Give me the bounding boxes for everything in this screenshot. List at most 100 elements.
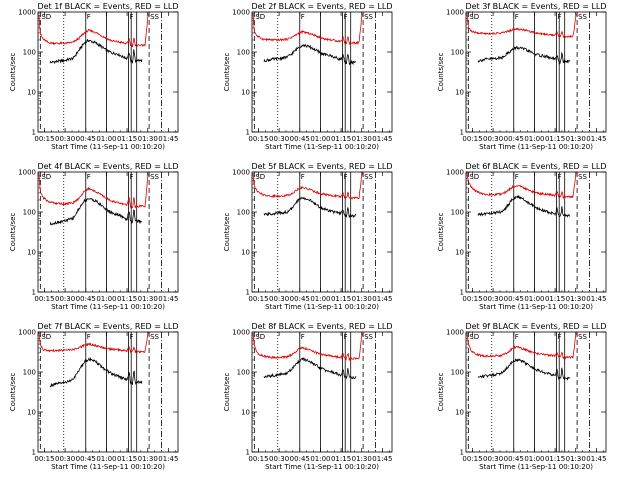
flag-label: SS bbox=[578, 13, 587, 21]
flag-label: F bbox=[129, 333, 133, 341]
panel-title: Det 6f BLACK = Events, RED = LLD bbox=[465, 162, 606, 171]
y-tick-label: 100 bbox=[451, 49, 464, 57]
x-tick-label: 01:30 bbox=[138, 295, 158, 303]
flag-label: SS bbox=[150, 173, 159, 181]
y-tick-label: 1000 bbox=[446, 169, 464, 177]
panel-title: Det 3f BLACK = Events, RED = LLD bbox=[465, 2, 606, 11]
x-tick-label: 01:15 bbox=[117, 135, 137, 143]
x-tick-label: 00:45 bbox=[504, 135, 524, 143]
y-tick-label: 10 bbox=[455, 89, 464, 97]
events-series-line bbox=[263, 357, 357, 380]
y-tick-label: 100 bbox=[23, 49, 36, 57]
x-tick-label: 00:45 bbox=[76, 135, 96, 143]
y-axis-label: Counts/sec bbox=[9, 53, 17, 92]
flag-label: SS bbox=[364, 333, 373, 341]
x-tick-label: 01:15 bbox=[545, 295, 565, 303]
x-tick-label: 00:45 bbox=[290, 135, 310, 143]
x-tick-label: 01:45 bbox=[586, 295, 606, 303]
events-series-line bbox=[263, 196, 357, 219]
y-tick-label: 10 bbox=[241, 249, 250, 257]
flag-label: F bbox=[343, 333, 347, 341]
x-axis-label: Start Time (11-Sep-11 00:10:20) bbox=[479, 463, 593, 471]
y-tick-label: 100 bbox=[237, 49, 250, 57]
events-series-line bbox=[263, 43, 357, 66]
flag-label: F bbox=[515, 13, 519, 21]
x-tick-label: 00:15 bbox=[462, 455, 482, 463]
x-tick-label: 01:45 bbox=[586, 135, 606, 143]
y-tick-label: 10 bbox=[27, 409, 36, 417]
y-tick-label: 100 bbox=[451, 209, 464, 217]
lld-series-line bbox=[38, 13, 150, 48]
y-tick-label: 10 bbox=[27, 249, 36, 257]
flag-label: SD bbox=[469, 173, 479, 181]
x-tick-label: 01:15 bbox=[545, 135, 565, 143]
x-tick-label: 00:15 bbox=[462, 135, 482, 143]
x-tick-label: 01:15 bbox=[117, 295, 137, 303]
x-tick-label: 00:30 bbox=[483, 135, 503, 143]
x-tick-label: 01:00 bbox=[96, 455, 116, 463]
panel-title: Det 1f BLACK = Events, RED = LLD bbox=[37, 2, 178, 11]
x-tick-label: 00:15 bbox=[34, 295, 54, 303]
x-tick-label: 01:15 bbox=[331, 135, 351, 143]
flag-label: SD bbox=[255, 333, 265, 341]
x-tick-label: 00:15 bbox=[462, 295, 482, 303]
y-axis-label: Counts/sec bbox=[437, 53, 445, 92]
y-axis-label: Counts/sec bbox=[223, 373, 231, 412]
y-tick-label: 10 bbox=[241, 409, 250, 417]
y-tick-label: 1000 bbox=[232, 169, 250, 177]
flag-label: SS bbox=[150, 333, 159, 341]
plot-frame bbox=[465, 331, 607, 453]
x-tick-label: 00:15 bbox=[34, 455, 54, 463]
lld-series-line bbox=[252, 172, 364, 200]
x-tick-label: 00:30 bbox=[55, 295, 75, 303]
y-tick-label: 10 bbox=[455, 409, 464, 417]
flag-label: SS bbox=[150, 13, 159, 21]
x-axis-label: Start Time (11-Sep-11 00:10:20) bbox=[51, 303, 165, 311]
lld-series-line bbox=[252, 331, 364, 362]
x-tick-label: 00:45 bbox=[504, 455, 524, 463]
x-axis-label: Start Time (11-Sep-11 00:10:20) bbox=[479, 303, 593, 311]
x-tick-label: 01:30 bbox=[566, 295, 586, 303]
x-axis-label: Start Time (11-Sep-11 00:10:20) bbox=[479, 143, 593, 151]
flag-label: F bbox=[129, 13, 133, 21]
x-tick-label: 01:15 bbox=[331, 455, 351, 463]
y-axis-label: Counts/sec bbox=[437, 213, 445, 252]
x-tick-label: 01:45 bbox=[372, 295, 392, 303]
plot-frame bbox=[465, 171, 607, 293]
y-tick-label: 1 bbox=[246, 129, 250, 137]
x-tick-label: 00:30 bbox=[483, 295, 503, 303]
flag-label: SS bbox=[364, 13, 373, 21]
flag-label: F bbox=[87, 173, 91, 181]
x-tick-label: 00:15 bbox=[248, 455, 268, 463]
x-tick-label: 01:00 bbox=[96, 135, 116, 143]
x-axis-label: Start Time (11-Sep-11 00:10:20) bbox=[265, 143, 379, 151]
plot-frame bbox=[251, 171, 393, 293]
flag-label: SS bbox=[578, 173, 587, 181]
flag-label: F bbox=[301, 13, 305, 21]
x-tick-label: 00:30 bbox=[55, 455, 75, 463]
x-tick-label: 00:45 bbox=[504, 295, 524, 303]
plot-frame bbox=[37, 331, 179, 453]
x-tick-label: 01:30 bbox=[138, 455, 158, 463]
y-axis-label: Counts/sec bbox=[437, 373, 445, 412]
x-tick-label: 01:15 bbox=[117, 455, 137, 463]
y-tick-label: 1 bbox=[32, 449, 36, 457]
flag-label: F bbox=[515, 173, 519, 181]
x-tick-label: 01:45 bbox=[158, 455, 178, 463]
y-tick-label: 1 bbox=[460, 289, 464, 297]
x-tick-label: 00:30 bbox=[269, 135, 289, 143]
y-tick-label: 10 bbox=[27, 89, 36, 97]
events-series-line bbox=[49, 38, 143, 65]
x-tick-label: 01:45 bbox=[158, 135, 178, 143]
x-axis-label: Start Time (11-Sep-11 00:10:20) bbox=[51, 143, 165, 151]
events-series-line bbox=[49, 356, 143, 388]
x-tick-label: 00:45 bbox=[290, 455, 310, 463]
y-tick-label: 1000 bbox=[232, 329, 250, 337]
y-tick-label: 100 bbox=[23, 209, 36, 217]
flag-label: F bbox=[87, 333, 91, 341]
